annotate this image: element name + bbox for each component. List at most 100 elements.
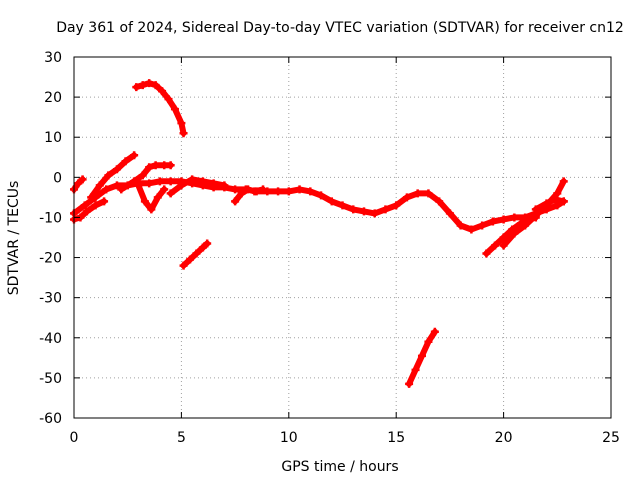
y-tick-label: -20	[39, 251, 62, 267]
y-tick-label: 0	[53, 170, 62, 186]
data-point	[559, 197, 568, 206]
data-point	[491, 241, 500, 250]
data-point	[198, 177, 207, 186]
data-point	[349, 205, 358, 214]
data-point	[542, 199, 551, 208]
data-point	[151, 161, 160, 170]
data-point	[381, 205, 390, 214]
data-point	[95, 181, 104, 190]
data-point	[147, 205, 156, 214]
data-point	[413, 189, 422, 198]
data-point	[80, 201, 89, 210]
data-point	[510, 229, 519, 238]
data-point	[467, 225, 476, 234]
data-point	[151, 81, 160, 90]
data-point	[411, 365, 420, 374]
data-point	[220, 181, 229, 190]
data-point	[209, 179, 218, 188]
data-point	[203, 239, 212, 248]
data-point	[499, 241, 508, 250]
data-point	[370, 209, 379, 218]
data-point	[488, 217, 497, 226]
data-point	[153, 193, 162, 202]
x-tick-label: 5	[177, 430, 186, 446]
data-point	[166, 177, 175, 186]
data-point	[405, 379, 414, 388]
data-point	[499, 215, 508, 224]
y-tick-label: 20	[44, 90, 62, 106]
data-point	[78, 175, 87, 184]
data-point	[140, 197, 149, 206]
data-point	[327, 197, 336, 206]
data-point	[166, 161, 175, 170]
data-point	[430, 327, 439, 336]
series-arc-20-22	[500, 178, 567, 249]
data-point	[145, 163, 154, 172]
plot-frame	[73, 56, 612, 419]
x-axis-label: GPS time / hours	[281, 459, 398, 475]
y-tick-label: -50	[39, 371, 62, 387]
y-tick-label: 10	[44, 130, 62, 146]
x-tick-label: 10	[280, 430, 298, 446]
data-point	[317, 191, 326, 200]
data-point	[104, 171, 113, 180]
data-point	[177, 181, 186, 190]
data-point	[274, 187, 283, 196]
data-point	[424, 189, 433, 198]
data-point	[130, 151, 139, 160]
series-group	[70, 79, 568, 388]
data-point	[91, 201, 100, 210]
y-axis-label: SDTVAR / TECUs	[6, 181, 22, 296]
data-point	[359, 207, 368, 216]
data-point	[132, 83, 141, 92]
data-point	[499, 233, 508, 242]
data-point	[87, 193, 96, 202]
data-point	[237, 189, 246, 198]
grid	[74, 57, 611, 418]
data-point	[179, 261, 188, 270]
y-tick-label: 30	[44, 50, 62, 66]
data-point	[284, 187, 293, 196]
x-tick-label: 20	[495, 430, 513, 446]
data-point	[231, 197, 240, 206]
data-point	[155, 177, 164, 186]
data-point	[121, 157, 130, 166]
data-point	[138, 81, 147, 90]
series-arc-22-end	[532, 196, 567, 213]
data-point	[338, 201, 347, 210]
data-point	[177, 119, 186, 128]
data-point	[250, 187, 259, 196]
data-point	[160, 185, 169, 194]
x-tick-label: 25	[602, 430, 620, 446]
data-point	[553, 189, 562, 198]
data-point	[185, 255, 194, 264]
data-point	[179, 129, 188, 138]
data-point	[112, 165, 121, 174]
data-point	[551, 195, 560, 204]
data-point	[170, 105, 179, 114]
y-tick-label: -40	[39, 331, 62, 347]
data-point	[112, 181, 121, 190]
data-point	[82, 207, 91, 216]
x-tick-label: 0	[70, 430, 79, 446]
data-point	[231, 185, 240, 194]
data-point	[478, 221, 487, 230]
data-point	[134, 181, 143, 190]
data-point	[531, 205, 540, 214]
data-point	[259, 185, 268, 194]
data-point	[198, 243, 207, 252]
data-point	[100, 197, 109, 206]
y-tick-label: -60	[39, 411, 62, 427]
data-point	[424, 337, 433, 346]
data-point	[306, 187, 315, 196]
data-point	[510, 213, 519, 222]
x-tick-label: 15	[387, 430, 405, 446]
data-point	[164, 95, 173, 104]
chart-title: Day 361 of 2024, Sidereal Day-to-day VTE…	[56, 20, 624, 36]
data-point	[456, 221, 465, 230]
data-point	[559, 177, 568, 186]
data-point	[102, 185, 111, 194]
data-point	[435, 197, 444, 206]
data-point	[166, 189, 175, 198]
